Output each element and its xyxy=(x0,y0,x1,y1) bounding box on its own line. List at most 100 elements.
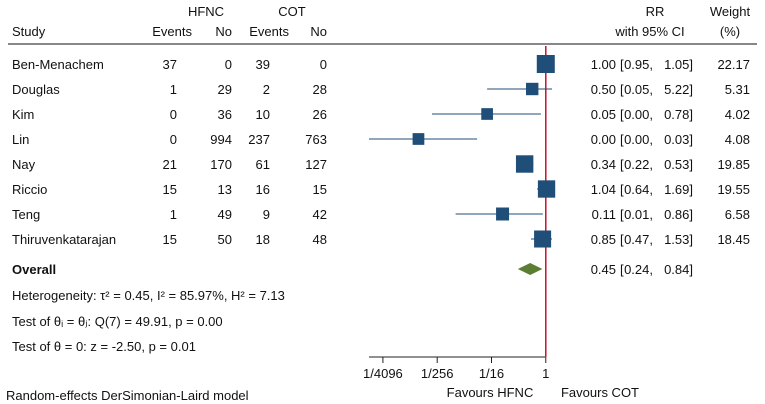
study-name: Nay xyxy=(12,157,36,172)
x-axis: 1/4096 1/256 1/16 1 xyxy=(363,356,549,381)
hfnc-no: 29 xyxy=(218,82,232,97)
hfnc-no: 994 xyxy=(210,132,232,147)
x-tick-label: 1 xyxy=(542,366,549,381)
header-cot-events: Events xyxy=(249,24,289,39)
ci-lower: 0.47, xyxy=(624,232,653,247)
point-estimate-kim xyxy=(481,108,493,120)
cot-no: 15 xyxy=(313,182,327,197)
header-rr: RR xyxy=(646,4,665,19)
ci-bracket-open: [ xyxy=(620,157,624,172)
ci-upper: 0.03] xyxy=(664,132,693,147)
ci-bracket-open: [ xyxy=(620,182,624,197)
ci-upper: 1.69] xyxy=(664,182,693,197)
weight-value: 18.45 xyxy=(717,232,750,247)
point-estimate-teng xyxy=(496,207,510,221)
cot-events: 18 xyxy=(256,232,270,247)
ci-bracket-open: [ xyxy=(620,82,624,97)
point-estimate-thiruvenkatarajan xyxy=(534,230,552,248)
test-theta-zero-text: Test of θ = 0: z = -2.50, p = 0.01 xyxy=(12,339,196,354)
ci-upper: 0.78] xyxy=(664,107,693,122)
cot-events: 2 xyxy=(263,82,270,97)
x-tick-label: 1/4096 xyxy=(363,366,403,381)
cot-no: 127 xyxy=(305,157,327,172)
rr-value: 0.05 xyxy=(591,107,616,122)
x-tick-label: 1/16 xyxy=(479,366,504,381)
ci-lower: 0.22, xyxy=(624,157,653,172)
rr-value: 0.50 xyxy=(591,82,616,97)
cot-no: 763 xyxy=(305,132,327,147)
header-cot-no: No xyxy=(310,24,327,39)
ci-lower: 0.01, xyxy=(624,207,653,222)
point-estimate-riccio xyxy=(537,180,556,198)
header-hfnc: HFNC xyxy=(188,4,224,19)
cot-events: 10 xyxy=(256,107,270,122)
ci-lower: 0.64, xyxy=(624,182,653,197)
point-estimate-lin xyxy=(412,133,425,145)
hfnc-no: 49 xyxy=(218,207,232,222)
rr-value: 1.04 xyxy=(591,182,616,197)
ci-bracket-open: [ xyxy=(620,207,624,222)
rr-value: 1.00 xyxy=(591,57,616,72)
weight-value: 4.08 xyxy=(725,132,750,147)
header-ci: with 95% CI xyxy=(614,24,684,39)
column-headers: HFNC COT Study Events No Events No RR wi… xyxy=(12,4,750,39)
hfnc-events: 15 xyxy=(163,182,177,197)
hfnc-no: 0 xyxy=(225,57,232,72)
overall-hi: 0.84] xyxy=(664,262,693,277)
weight-value: 19.55 xyxy=(717,182,750,197)
ci-upper: 0.53] xyxy=(664,157,693,172)
ci-upper: 1.53] xyxy=(664,232,693,247)
study-name: Thiruvenkatarajan xyxy=(12,232,116,247)
favours-cot-label: Favours COT xyxy=(561,385,639,400)
ci-upper: 0.86] xyxy=(664,207,693,222)
study-row-kim: Kim 0 36 10 26 0.05 [0.00, 0.78] 4.02 xyxy=(12,107,750,122)
header-hfnc-no: No xyxy=(215,24,232,39)
study-row-riccio: Riccio 15 13 16 15 1.04 [0.64, 1.69] 19.55 xyxy=(12,182,750,197)
ci-bracket-open: [ xyxy=(620,232,624,247)
hfnc-no: 13 xyxy=(218,182,232,197)
point-estimate-douglas xyxy=(526,82,539,96)
hfnc-events: 21 xyxy=(163,157,177,172)
overall-bracket-open: [ xyxy=(620,262,624,277)
ci-upper: 5.22] xyxy=(664,82,693,97)
study-row-ben-menachem: Ben-Menachem 37 0 39 0 1.00 [0.95, 1.05] 22.17 xyxy=(12,57,750,72)
model-footnote: Random-effects DerSimonian-Laird model xyxy=(6,388,249,403)
hfnc-events: 1 xyxy=(170,82,177,97)
cot-events: 16 xyxy=(256,182,270,197)
study-name: Ben-Menachem xyxy=(12,57,104,72)
study-name: Riccio xyxy=(12,182,47,197)
hfnc-events: 0 xyxy=(170,107,177,122)
test-theta-equal-text: Test of θᵢ = θⱼ: Q(7) = 49.91, p = 0.00 xyxy=(12,314,223,329)
cot-no: 0 xyxy=(320,57,327,72)
rr-value: 0.00 xyxy=(591,132,616,147)
cot-events: 237 xyxy=(248,132,270,147)
header-weight: Weight xyxy=(710,4,751,19)
study-name: Lin xyxy=(12,132,29,147)
overall-lo: 0.24, xyxy=(624,262,653,277)
cot-no: 42 xyxy=(313,207,327,222)
hfnc-events: 15 xyxy=(163,232,177,247)
overall-rr: 0.45 xyxy=(591,262,616,277)
header-study: Study xyxy=(12,24,46,39)
rr-value: 0.85 xyxy=(591,232,616,247)
overall-label: Overall xyxy=(12,262,56,277)
ci-bracket-open: [ xyxy=(620,132,624,147)
rr-value: 0.34 xyxy=(591,157,616,172)
study-row-nay: Nay 21 170 61 127 0.34 [0.22, 0.53] 19.85 xyxy=(12,157,750,172)
point-estimate-nay xyxy=(515,155,534,173)
heterogeneity-text: Heterogeneity: τ² = 0.45, I² = 85.97%, H… xyxy=(12,288,285,303)
study-row-teng: Teng 1 49 9 42 0.11 [0.01, 0.86] 6.58 xyxy=(12,207,750,222)
hfnc-events: 0 xyxy=(170,132,177,147)
weight-value: 5.31 xyxy=(725,82,750,97)
hfnc-no: 170 xyxy=(210,157,232,172)
weight-value: 6.58 xyxy=(725,207,750,222)
study-name: Kim xyxy=(12,107,34,122)
cot-events: 61 xyxy=(256,157,270,172)
hfnc-events: 1 xyxy=(170,207,177,222)
rr-value: 0.11 xyxy=(592,207,616,222)
weight-value: 19.85 xyxy=(717,157,750,172)
x-tick-label: 1/256 xyxy=(421,366,454,381)
study-row-thiruvenkatarajan: Thiruvenkatarajan 15 50 18 48 0.85 [0.47, 1.53]… xyxy=(12,232,750,247)
ci-bracket-open: [ xyxy=(620,107,624,122)
